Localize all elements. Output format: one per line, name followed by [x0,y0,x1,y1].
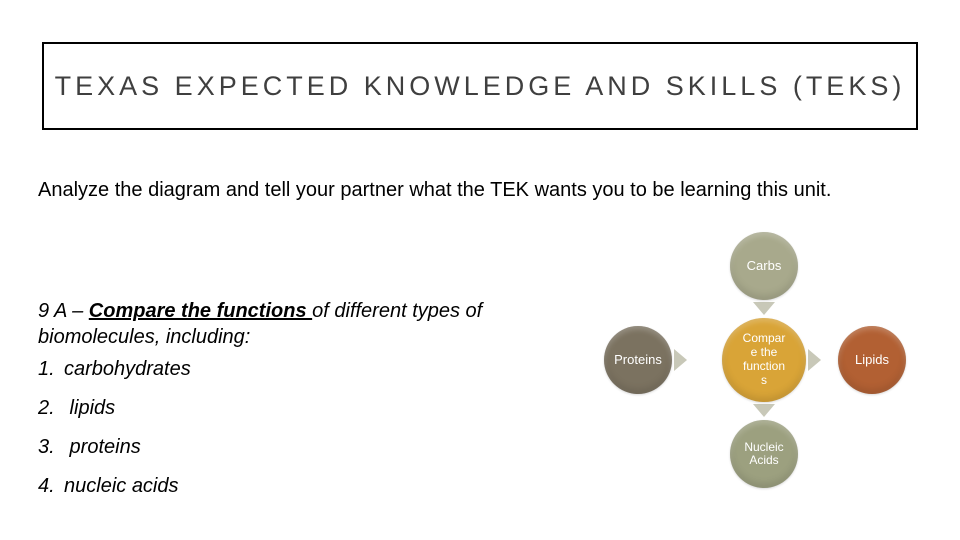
diagram-node-proteins: Proteins [604,326,672,394]
instruction-text: Analyze the diagram and tell your partne… [38,178,922,203]
tek-emphasis: Compare the functions [89,300,312,322]
tek-code: 9 A – [38,300,89,322]
arrow-down-icon [753,302,775,315]
biomolecule-list: 1.carbohydrates 2. lipids 3. proteins 4.… [38,358,438,514]
diagram-node-carbs: Carbs [730,232,798,300]
list-label: nucleic acids [64,475,179,497]
list-item: 3. proteins [38,436,438,459]
arrow-right-icon [808,349,821,371]
arrow-down-icon [753,404,775,417]
tek-heading: 9 A – Compare the functions of different… [38,298,538,350]
list-num: 3. [38,436,64,459]
page-title: TEXAS EXPECTED KNOWLEDGE AND SKILLS (TEK… [55,71,906,102]
list-num: 2. [38,397,64,420]
list-item: 4.nucleic acids [38,475,438,498]
list-item: 1.carbohydrates [38,358,438,381]
list-item: 2. lipids [38,397,438,420]
biomolecule-diagram: Carbs Lipids NucleicAcids Proteins Compa… [560,220,940,530]
diagram-node-lipids: Lipids [838,326,906,394]
list-label: proteins [64,436,141,458]
diagram-node-center: Compare thefunctions [722,318,806,402]
title-box: TEXAS EXPECTED KNOWLEDGE AND SKILLS (TEK… [42,42,918,130]
list-num: 1. [38,358,64,381]
list-num: 4. [38,475,64,498]
arrow-right-icon [674,349,687,371]
diagram-node-nucleic-acids: NucleicAcids [730,420,798,488]
list-label: carbohydrates [64,358,191,380]
list-label: lipids [64,397,115,419]
